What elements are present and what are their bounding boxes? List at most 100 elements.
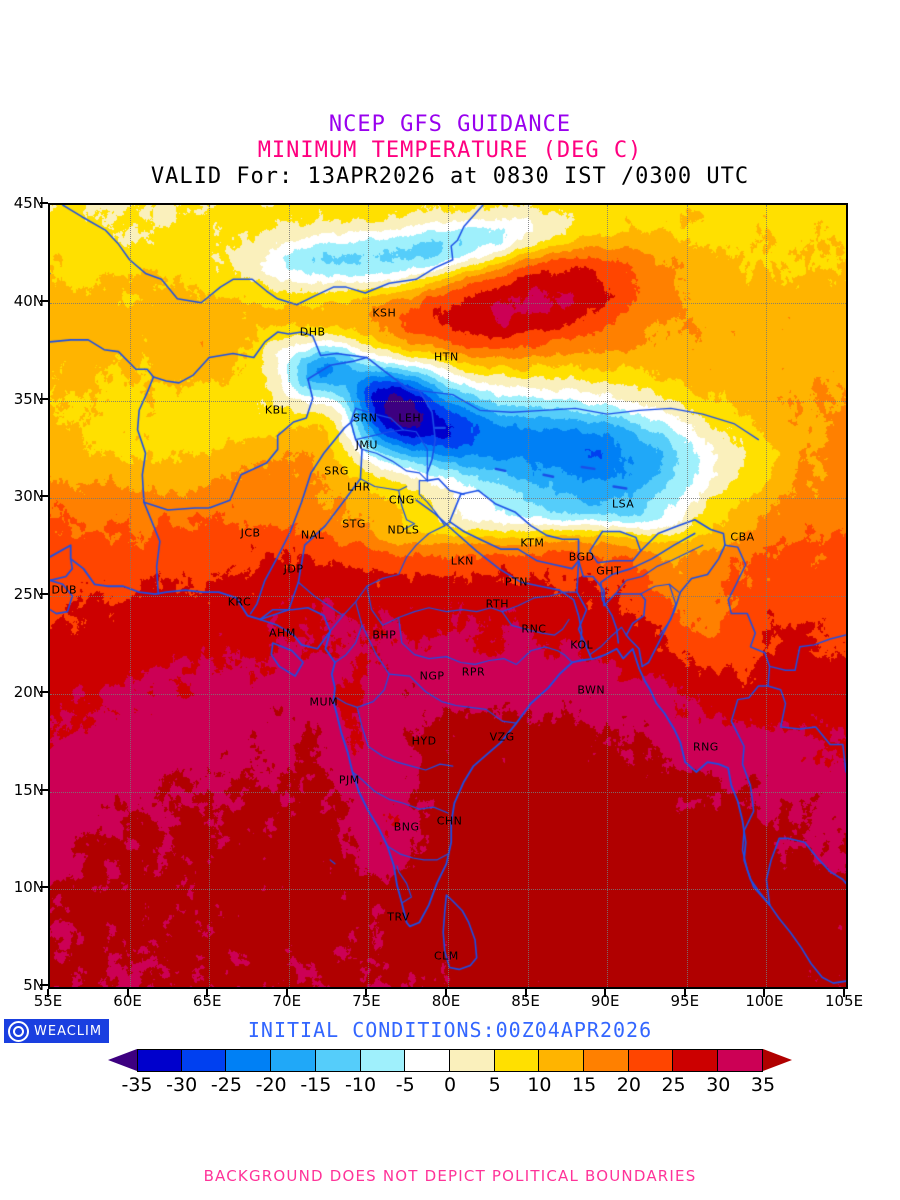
y-axis-label: 35N (13, 389, 44, 408)
x-axis-label: 65E (192, 992, 222, 1010)
station-label: BNG (393, 820, 420, 834)
x-axis-label: 60E (113, 992, 142, 1010)
x-axis-label: 70E (272, 992, 302, 1010)
y-tick (40, 202, 48, 204)
station-label: CNG (388, 493, 415, 507)
y-tick (40, 299, 48, 302)
station-label: JDP (283, 562, 304, 576)
station-label: CLM (434, 949, 459, 963)
x-axis-label: 100E (745, 992, 784, 1010)
colorbar-tick: 35 (750, 1074, 776, 1096)
station-label: HTN (434, 350, 459, 364)
x-tick (524, 989, 527, 997)
station-label: RTH (485, 597, 510, 611)
x-tick (365, 989, 368, 997)
y-tick (40, 788, 48, 791)
colorbar-cell (360, 1049, 406, 1072)
x-axis-label: 85E (511, 992, 540, 1010)
page-title: NCEP GFS GUIDANCE (328, 112, 572, 137)
x-tick (843, 989, 845, 997)
x-tick (763, 989, 766, 997)
colorbar-tick: 10 (527, 1074, 552, 1096)
colorbar-cell (271, 1049, 316, 1072)
station-label: LEH (398, 411, 422, 425)
grid-line-lon (368, 205, 370, 987)
y-axis-label: 5N (23, 976, 44, 994)
colorbar-cell (137, 1049, 182, 1072)
x-axis-label: 95E (670, 992, 700, 1010)
station-label: RNG (692, 740, 719, 754)
station-label: KOL (570, 638, 594, 652)
y-axis-label: 10N (13, 878, 44, 897)
colorbar-cell (628, 1049, 674, 1072)
station-label: JMU (355, 438, 378, 452)
station-label: KBL (264, 403, 288, 417)
initial-conditions-label: INITIAL CONDITIONS:00Z04APR2026 (247, 1018, 653, 1042)
grid-line-lon (607, 205, 609, 987)
station-label: RNC (521, 622, 547, 636)
station-label: BGD (568, 550, 595, 564)
station-label: SRN (353, 411, 378, 425)
station-label: LHR (347, 480, 371, 494)
y-axis-label: 15N (13, 780, 44, 799)
colorbar-cell (539, 1049, 585, 1072)
colorbar-cell (226, 1049, 272, 1072)
station-label: CBA (730, 530, 755, 544)
x-axis-label: 80E (431, 992, 461, 1010)
x-tick (683, 989, 686, 997)
y-tick (40, 886, 48, 889)
colorbar-cell (494, 1049, 540, 1072)
disclaimer-footer: BACKGROUND DOES NOT DEPICT POLITICAL BOU… (203, 1167, 697, 1185)
grid-line-lon (686, 205, 688, 987)
weaclim-label: WEACLIM (34, 1023, 103, 1039)
colorbar-tick: -10 (345, 1074, 377, 1096)
x-axis-label: 55E (33, 992, 63, 1010)
colorbar-tick: 30 (706, 1074, 731, 1096)
colorbar-tick: 0 (443, 1074, 457, 1096)
colorbar-cell (673, 1049, 719, 1072)
y-tick (40, 984, 48, 986)
weaclim-badge[interactable]: WEACLIM (4, 1019, 110, 1043)
colorbar-tick: -30 (166, 1074, 198, 1096)
y-tick (40, 397, 48, 400)
station-label: JCB (240, 526, 261, 540)
colorbar-tick: -35 (121, 1074, 153, 1096)
y-axis-label: 45N (13, 194, 44, 212)
colorbar-cell (584, 1049, 629, 1072)
y-tick (40, 690, 48, 693)
colorbar-tick: 15 (572, 1074, 597, 1096)
colorbar-cell (449, 1049, 495, 1072)
colorbar-cell (405, 1049, 450, 1072)
y-axis-label: 25N (13, 585, 44, 603)
station-label: RPR (461, 665, 486, 679)
colorbar-tick: 20 (616, 1074, 641, 1096)
station-label: LSA (611, 497, 635, 511)
station-label: PTN (504, 575, 528, 589)
station-label: DHB (299, 325, 326, 339)
station-label: HYD (411, 734, 437, 748)
colorbar-tick: -5 (395, 1074, 415, 1096)
station-label: GHT (596, 564, 622, 578)
grid-line-lon (527, 205, 529, 987)
grid-line-lon (448, 205, 449, 987)
x-tick (604, 989, 607, 997)
colorbar-tick: -15 (300, 1074, 332, 1096)
station-label: AHM (269, 626, 296, 640)
x-tick (47, 989, 49, 997)
station-label: LKN (450, 554, 474, 568)
colorbar-cells (137, 1049, 763, 1072)
station-label: STG (342, 517, 366, 531)
y-axis-label: 20N (13, 682, 44, 701)
station-label: KSH (372, 306, 397, 320)
y-axis-label: 30N (13, 487, 44, 506)
station-label: VZG (489, 730, 515, 744)
station-label: PJM (338, 773, 360, 787)
grid-line-lon (766, 205, 768, 987)
colorbar-below-min-arrow (108, 1049, 137, 1071)
y-tick (40, 593, 48, 595)
station-label: CHN (436, 814, 463, 828)
map-plot-area[interactable]: DUB DHB KSH HTN KBL SRN LEH JMU SRG LHR CNG STG NDLS… (48, 203, 848, 989)
colorbar-tick: -20 (255, 1074, 287, 1096)
y-axis-label: 40N (13, 291, 44, 310)
